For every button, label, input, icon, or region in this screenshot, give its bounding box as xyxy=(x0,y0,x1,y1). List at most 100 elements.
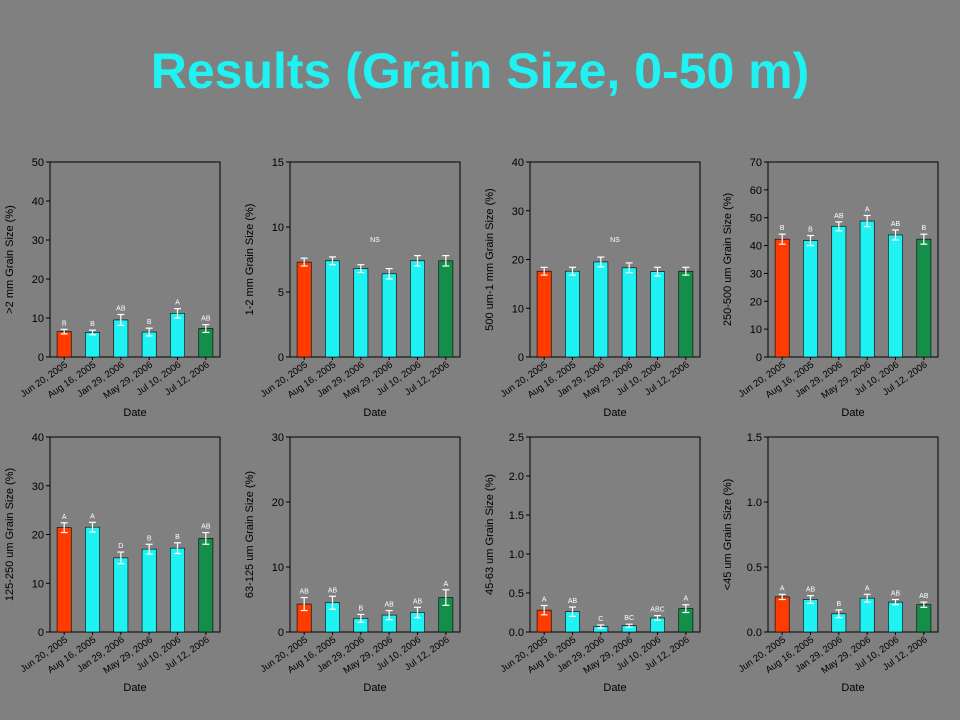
y-tick-label: 40 xyxy=(32,432,44,444)
error-bar xyxy=(920,233,928,245)
y-tick-label: 10 xyxy=(750,324,762,336)
error-bar xyxy=(654,615,661,621)
error-bar xyxy=(89,521,96,533)
error-bar xyxy=(329,595,336,610)
error-bar xyxy=(540,266,548,276)
significance-letter: BC xyxy=(624,615,634,622)
y-tick-label: 40 xyxy=(750,241,762,253)
not-significant-note: NS xyxy=(370,237,380,244)
error-bar xyxy=(60,328,68,335)
bar xyxy=(916,604,932,633)
significance-letter: AB xyxy=(568,598,578,605)
bar xyxy=(859,597,875,633)
significance-letter: A xyxy=(683,596,688,603)
significance-letter: B xyxy=(836,601,841,608)
bar xyxy=(774,596,790,633)
error-bar xyxy=(892,229,899,241)
bar xyxy=(85,526,100,633)
bar xyxy=(774,238,790,358)
bar xyxy=(565,270,580,358)
y-tick-label: 0 xyxy=(278,352,284,364)
bar xyxy=(381,273,397,358)
error-bar xyxy=(863,593,871,603)
error-bar xyxy=(597,256,605,268)
y-tick-label: 20 xyxy=(32,530,44,542)
y-tick-label: 30 xyxy=(32,481,44,493)
significance-letter: AB xyxy=(201,524,211,531)
x-axis-label: Date xyxy=(841,407,864,419)
error-bar xyxy=(540,604,548,616)
bar xyxy=(56,527,72,633)
significance-letter: AB xyxy=(891,221,901,228)
significance-letter: D xyxy=(118,543,123,550)
error-bar xyxy=(117,313,125,327)
error-bar xyxy=(807,595,814,604)
significance-letter: ABC xyxy=(650,607,664,614)
y-tick-label: 10 xyxy=(272,222,284,234)
significance-letter: A xyxy=(443,581,448,588)
y-axis-label: 250-500 um Grain Size (%) xyxy=(722,193,734,326)
y-tick-label: 2.5 xyxy=(509,432,524,444)
y-tick-label: 0.0 xyxy=(747,627,762,639)
y-tick-label: 10 xyxy=(272,562,284,574)
y-axis-label: 63-125 um Grain Size (%) xyxy=(244,471,256,598)
bar xyxy=(113,557,129,633)
significance-letter: AB xyxy=(201,316,211,323)
bar xyxy=(198,538,214,633)
significance-letter: B xyxy=(808,227,813,234)
y-tick-label: 30 xyxy=(512,206,524,218)
significance-letter: A xyxy=(175,300,180,307)
error-bar xyxy=(117,551,125,565)
error-bar xyxy=(442,589,450,606)
y-tick-label: 1.0 xyxy=(509,549,524,561)
bar xyxy=(621,267,637,358)
error-bar xyxy=(682,604,690,614)
x-axis-label: Date xyxy=(123,682,146,694)
error-bar xyxy=(892,598,899,606)
bar xyxy=(831,226,847,358)
error-bar xyxy=(414,254,421,267)
y-tick-label: 20 xyxy=(32,274,44,286)
error-bar xyxy=(920,601,928,608)
bar xyxy=(296,261,312,358)
error-bar xyxy=(625,623,633,628)
significance-letter: AB xyxy=(806,587,816,594)
y-tick-label: 30 xyxy=(750,268,762,280)
chart-panel: 0 10 20 30 40 Jun 20, 2005 Aug 16, 2005 Jan 29,… xyxy=(480,157,710,430)
error-bar xyxy=(174,542,181,555)
y-axis-label: 125-250 um Grain Size (%) xyxy=(4,468,16,601)
bar xyxy=(859,220,875,358)
error-bar xyxy=(863,214,871,228)
chart-panel: 0 10 20 30 40 50 60 70 B Jun 20, 2005 B Aug 16, 200… xyxy=(718,157,948,430)
y-tick-label: 40 xyxy=(512,157,524,169)
y-tick-label: 20 xyxy=(512,255,524,267)
y-tick-label: 0.5 xyxy=(509,588,524,600)
y-tick-label: 20 xyxy=(272,497,284,509)
error-bar xyxy=(145,327,153,337)
significance-letter: A xyxy=(90,513,95,520)
significance-letter: B xyxy=(358,605,363,612)
y-axis-label: 1-2 mm Grain Size (%) xyxy=(244,204,256,316)
error-bar xyxy=(202,324,210,334)
bar xyxy=(593,261,609,358)
significance-letter: B xyxy=(175,534,180,541)
x-axis-label: Date xyxy=(841,682,864,694)
y-axis-label: 45-63 um Grain Size (%) xyxy=(484,474,496,595)
plot-frame xyxy=(529,436,701,633)
bar xyxy=(170,313,185,358)
significance-letter: B xyxy=(921,225,926,232)
y-tick-label: 5 xyxy=(278,287,284,299)
y-tick-label: 20 xyxy=(750,296,762,308)
error-bar xyxy=(89,329,96,336)
significance-letter: B xyxy=(147,319,152,326)
y-tick-label: 0 xyxy=(38,352,44,364)
significance-letter: A xyxy=(542,596,547,603)
significance-letter: AB xyxy=(891,591,901,598)
error-bar xyxy=(300,257,308,267)
significance-letter: B xyxy=(90,321,95,328)
